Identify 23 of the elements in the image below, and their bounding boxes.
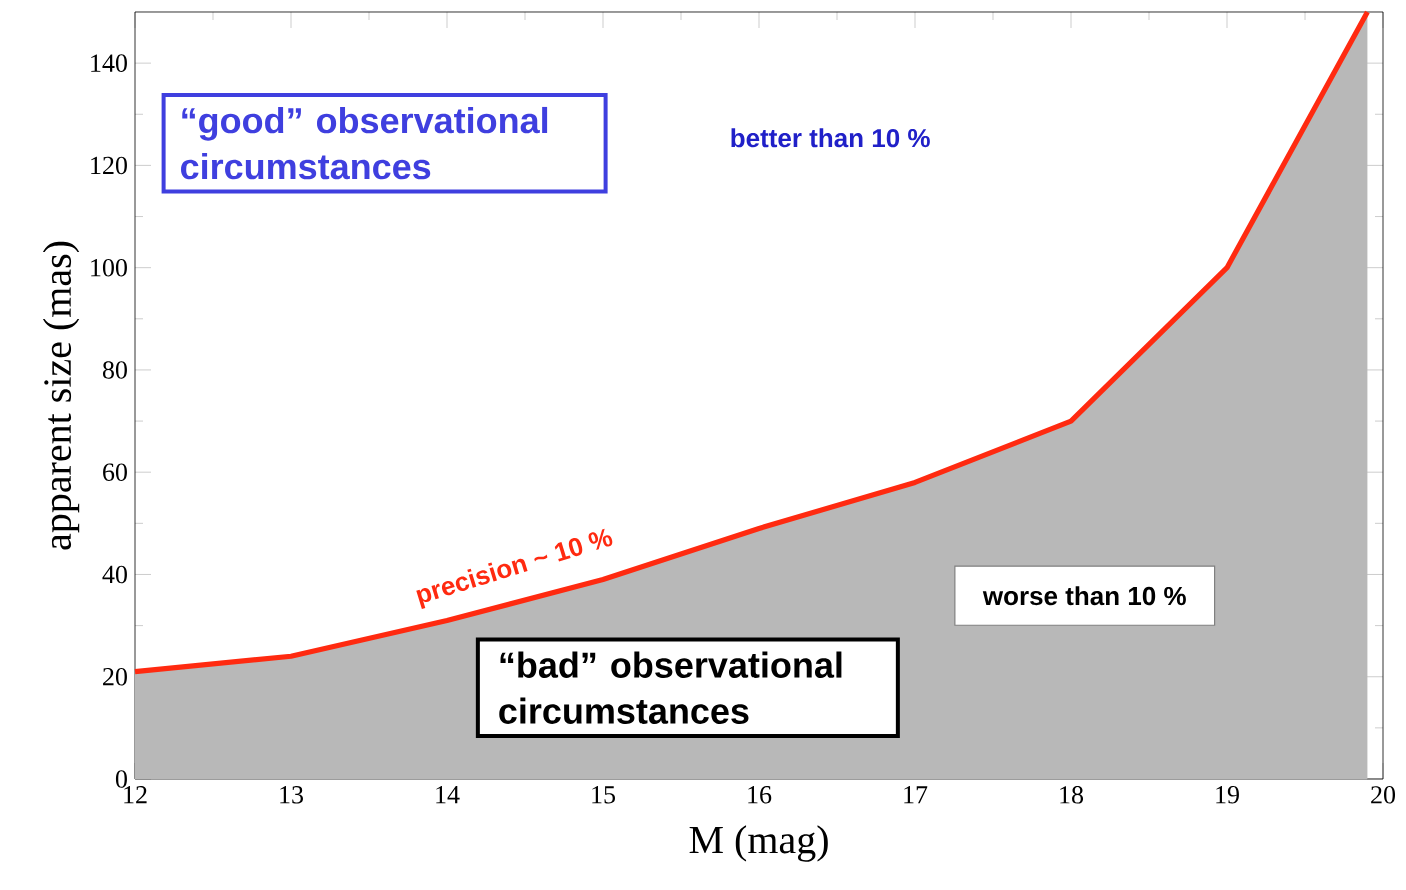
y-tick-label: 0	[115, 770, 127, 788]
x-tick-label: 15	[592, 786, 615, 804]
x-axis-title: M (mag)	[689, 825, 828, 862]
annotation: worse than 10 %	[982, 586, 1186, 606]
y-tick-label: 100	[91, 258, 127, 277]
x-tick-label: 16	[748, 786, 772, 804]
x-tick-label: 20	[1371, 786, 1396, 804]
y-tick-label: 40	[102, 565, 127, 584]
y-tick-label: 20	[103, 667, 127, 686]
x-tick-label: 13	[280, 786, 303, 804]
y-tick-label: 60	[103, 463, 127, 481]
x-tick-label: 19	[1216, 786, 1239, 804]
x-tick-label: 18	[1060, 786, 1084, 804]
y-tick-label: 120	[91, 156, 127, 175]
x-tick-label: 14	[436, 786, 460, 804]
x-tick-label: 17	[904, 786, 928, 804]
y-axis-title: apparent size (mas)	[42, 241, 80, 550]
y-tick-label: 80	[102, 361, 127, 379]
x-tick-label: 12	[124, 786, 147, 804]
annotation: better than 10 %	[731, 128, 930, 148]
y-tick-label: 140	[91, 54, 127, 72]
annotation: “good” observational circumstances	[181, 106, 548, 180]
annotation: “bad” observational circumstances	[499, 651, 842, 724]
